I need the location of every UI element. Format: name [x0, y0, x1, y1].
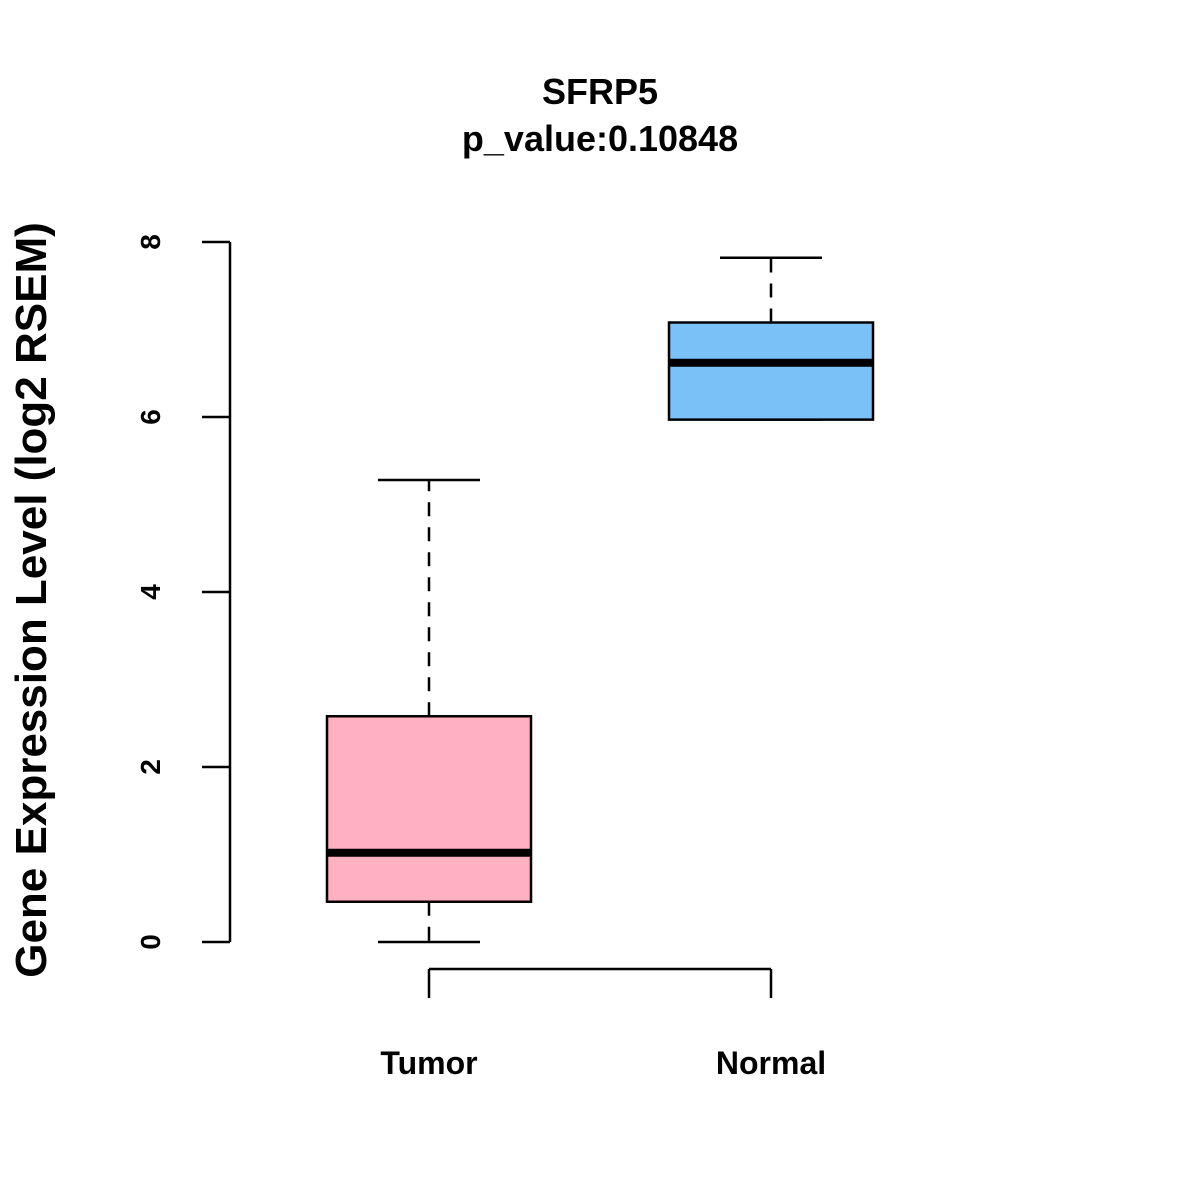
box-tumor	[325, 478, 533, 944]
x-axis: Tumor Normal	[380, 967, 826, 1081]
x-tick-label: Normal	[716, 1045, 826, 1081]
y-tick-label: 8	[135, 234, 166, 250]
chart-subtitle: p_value:0.10848	[462, 118, 738, 159]
x-tick-label: Tumor	[380, 1045, 477, 1081]
y-axis: 0 2 4 6 8	[135, 234, 232, 950]
y-tick-label: 6	[135, 409, 166, 425]
y-tick-label: 4	[135, 584, 166, 600]
chart-title: SFRP5	[542, 71, 658, 112]
box-normal	[667, 256, 875, 421]
y-tick-label: 2	[135, 759, 166, 775]
iqr-box	[325, 715, 533, 903]
y-axis-label: Gene Expression Level (log2 RSEM)	[7, 222, 56, 978]
y-tick-label: 0	[135, 934, 166, 950]
iqr-box	[667, 321, 875, 421]
boxes	[325, 256, 875, 944]
